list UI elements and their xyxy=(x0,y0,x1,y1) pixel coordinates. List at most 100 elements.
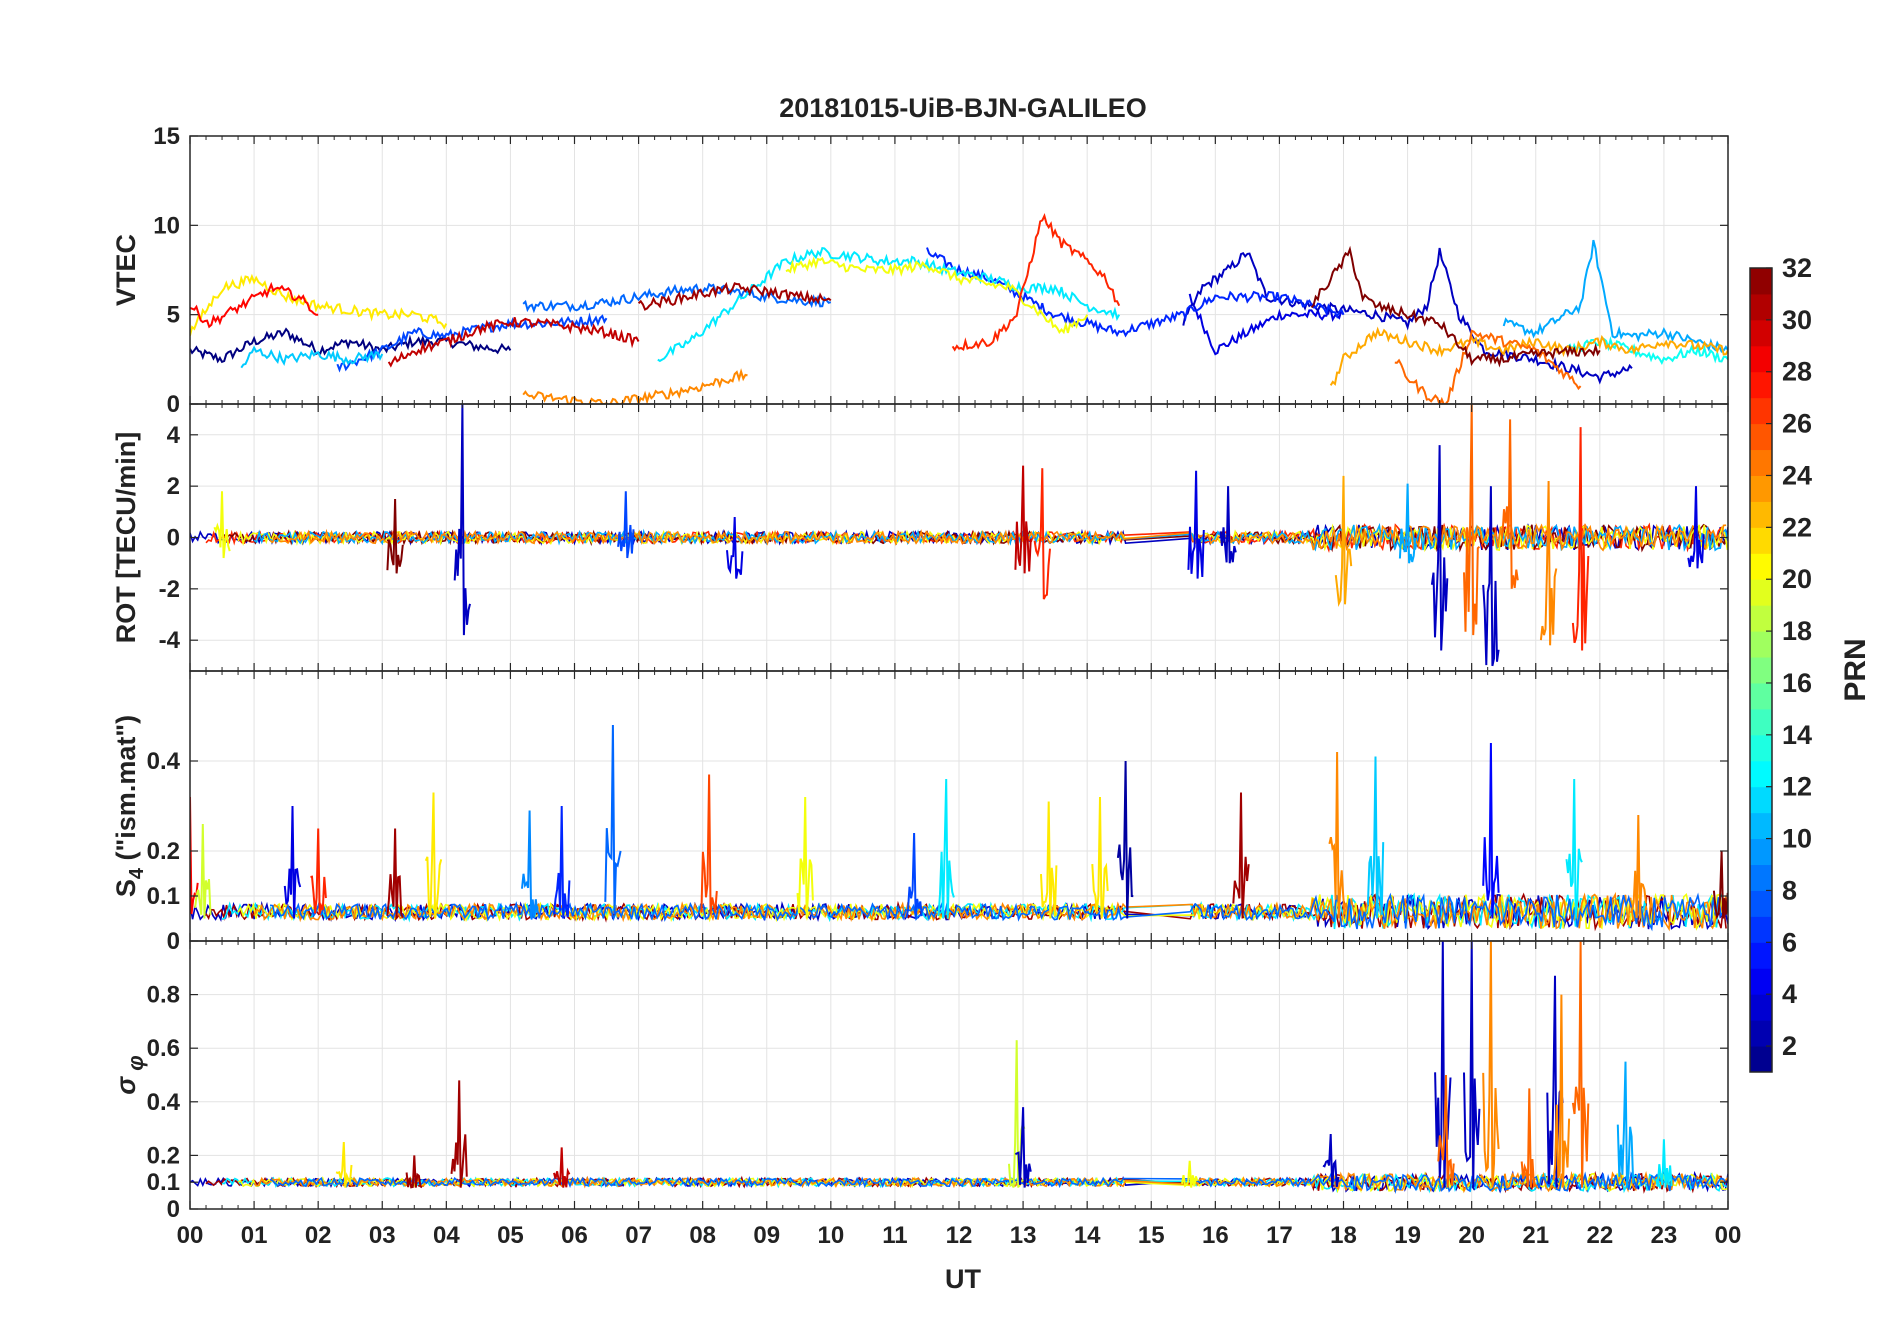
series-line-prn-32 xyxy=(1310,245,1601,368)
colorbar-segment xyxy=(1750,994,1772,1021)
spike-prn-4 xyxy=(283,805,302,919)
spike-prn-20 xyxy=(796,796,814,919)
spike-prn-3 xyxy=(453,404,471,636)
colorbar-tick-label: 16 xyxy=(1782,668,1812,698)
series-line-prn-20 xyxy=(237,1171,1728,1194)
colorbar-segment xyxy=(1750,345,1772,373)
spike-prn-10 xyxy=(1398,483,1417,564)
series-line-prn-31 xyxy=(637,281,832,311)
y-tick-label: 0.2 xyxy=(147,838,180,865)
spike-prn-21 xyxy=(424,792,443,919)
y-axis-label-vtec: VTEC xyxy=(111,234,141,306)
x-tick-label: 14 xyxy=(1074,1222,1101,1249)
spike-prn-3 xyxy=(1219,486,1237,564)
colorbar-segment xyxy=(1750,942,1772,969)
spike-prn-24 xyxy=(1552,994,1571,1188)
spike-prn-20 xyxy=(213,491,231,559)
colorbar-segment xyxy=(1750,812,1772,840)
colorbar-label: PRN xyxy=(1839,638,1872,701)
colorbar-segment xyxy=(1750,293,1772,321)
series-line-prn-30 xyxy=(387,317,640,368)
x-tick-label: 06 xyxy=(561,1222,588,1249)
series-line-prn-10 xyxy=(1502,239,1728,353)
x-tick-label: 21 xyxy=(1522,1222,1549,1249)
spike-prn-4 xyxy=(1687,486,1705,569)
spike-prn-25 xyxy=(1501,419,1519,589)
y-axis-label-s4: S4 ("ism.mat") xyxy=(111,715,148,897)
x-tick-label: 16 xyxy=(1202,1222,1229,1249)
spike-prn-9 xyxy=(521,810,539,919)
spike-prn-21 xyxy=(335,1141,353,1188)
x-tick-label: 08 xyxy=(689,1222,716,1249)
x-tick-label: 19 xyxy=(1394,1222,1421,1249)
spike-prn-3 xyxy=(1430,445,1449,651)
colorbar-segment xyxy=(1750,968,1772,995)
x-tick-label: 20 xyxy=(1458,1222,1485,1249)
colorbar-segment xyxy=(1750,864,1772,891)
colorbar-segment xyxy=(1750,916,1772,943)
colorbar-segment xyxy=(1750,423,1772,451)
panel-rot: -4 -2 0 2 4 ROT [TECU/min] xyxy=(111,403,1729,672)
spike-prn-27 xyxy=(310,828,327,915)
x-tick-label: 05 xyxy=(497,1222,524,1249)
y-tick-label: 10 xyxy=(153,212,180,239)
colorbar-tick-label: 2 xyxy=(1782,1031,1797,1061)
colorbar-tick-label: 6 xyxy=(1782,927,1797,957)
colorbar-segment xyxy=(1750,268,1772,295)
spike-prn-10 xyxy=(1616,1061,1635,1188)
spike-prn-24 xyxy=(1328,751,1346,919)
x-tick-label: 10 xyxy=(817,1222,844,1249)
colorbar-tick-label: 10 xyxy=(1782,824,1812,854)
series-line-prn-25 xyxy=(1394,329,1582,404)
series-line-prn-1 xyxy=(190,327,512,364)
x-tick-label: 15 xyxy=(1138,1222,1165,1249)
series-group xyxy=(190,404,1728,667)
spike-prn-8 xyxy=(604,724,622,915)
x-tick-label: 02 xyxy=(305,1222,332,1249)
spike-prn-24 xyxy=(1482,941,1500,1188)
spike-prn-23 xyxy=(1334,475,1353,607)
y-tick-label: 2 xyxy=(167,473,180,500)
colorbar-segment xyxy=(1750,501,1772,528)
x-tick-label: 18 xyxy=(1330,1222,1357,1249)
series-line-prn-24 xyxy=(269,522,1727,552)
spike-prn-6 xyxy=(553,805,571,919)
y-tick-label: 0.6 xyxy=(147,1035,180,1062)
x-tick-label: 00 xyxy=(177,1222,204,1249)
series-line-prn-20 xyxy=(785,256,1089,335)
series-line-prn-8 xyxy=(522,282,832,314)
spike-prn-30 xyxy=(553,1147,571,1188)
spike-prn-11 xyxy=(1366,756,1385,919)
y-tick-label: 5 xyxy=(167,302,180,329)
y-tick-label: 0 xyxy=(167,1196,180,1223)
spike-prn-2 xyxy=(1116,760,1134,919)
colorbar-segment xyxy=(1750,631,1772,658)
x-tick-label: 03 xyxy=(369,1222,396,1249)
spike-prn-7 xyxy=(905,832,923,919)
spike-prn-27 xyxy=(1033,468,1051,600)
y-axis-label-sigma_phi: σ φ xyxy=(111,1055,148,1095)
series-group xyxy=(190,213,1728,404)
spike-prn-24 xyxy=(1539,480,1558,646)
spike-prn-28 xyxy=(190,796,199,915)
spike-prn-7 xyxy=(617,491,635,559)
x-tick-label: 00 xyxy=(1715,1222,1742,1249)
spike-prn-20 xyxy=(1181,1160,1199,1188)
spike-prn-27 xyxy=(1571,427,1590,651)
colorbar-tick-label: 20 xyxy=(1782,564,1812,594)
y-tick-label: 0.1 xyxy=(147,883,180,910)
x-axis-label: UT xyxy=(945,1264,981,1294)
spike-prn-3 xyxy=(1014,1107,1032,1188)
spike-prn-32 xyxy=(386,498,404,574)
colorbar-tick-label: 30 xyxy=(1782,305,1812,335)
colorbar-segment xyxy=(1750,1046,1772,1073)
spike-prn-3 xyxy=(1482,486,1500,667)
colorbar-segment xyxy=(1750,734,1772,762)
spike-prn-31 xyxy=(450,1080,468,1188)
x-tick-label: 23 xyxy=(1651,1222,1678,1249)
series-line-prn-8 xyxy=(269,1171,1727,1194)
spike-prn-25 xyxy=(1520,1088,1538,1189)
spike-prn-3 xyxy=(1434,941,1452,1188)
spike-prn-31 xyxy=(386,828,404,919)
